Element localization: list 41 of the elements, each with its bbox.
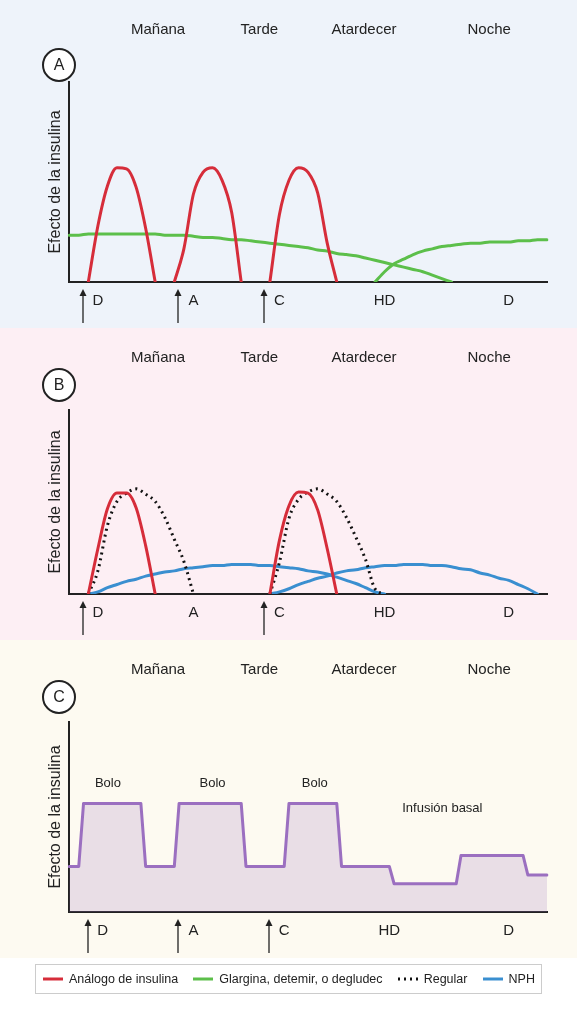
x-tick-label: D bbox=[503, 603, 515, 621]
text: Mañana bbox=[130, 660, 186, 678]
text: Atardecer bbox=[331, 20, 397, 38]
x-tick-label: D bbox=[97, 921, 109, 939]
x-tick-label: D bbox=[503, 291, 515, 309]
legend-label: Glargina, detemir, o degludec bbox=[219, 972, 383, 986]
text: Bolo bbox=[301, 775, 328, 791]
legend-label: Regular bbox=[423, 972, 468, 986]
x-tick-label: C bbox=[274, 603, 286, 621]
x-tick-label: D bbox=[92, 603, 104, 621]
y-axis-title: Efecto de la insulina bbox=[46, 110, 64, 254]
x-tick-label: D bbox=[92, 291, 104, 309]
text: Bolo bbox=[94, 775, 121, 791]
text: Tarde bbox=[240, 660, 279, 678]
text: Tarde bbox=[240, 348, 279, 366]
x-tick-label: C bbox=[274, 291, 286, 309]
text: Mañana bbox=[130, 348, 186, 366]
x-tick-label: A bbox=[188, 291, 199, 309]
text: Tarde bbox=[240, 20, 279, 38]
chart-title: C bbox=[42, 680, 76, 714]
x-tick-label: A bbox=[188, 603, 199, 621]
y-axis-title: Efecto de la insulina bbox=[46, 745, 64, 889]
text: Atardecer bbox=[331, 660, 397, 678]
x-tick-label: C bbox=[278, 921, 290, 939]
text: Bolo bbox=[199, 775, 226, 791]
text: Atardecer bbox=[331, 348, 397, 366]
chart-title: A bbox=[42, 48, 76, 82]
annotation: Infusión basal bbox=[402, 800, 483, 816]
text: Noche bbox=[467, 660, 511, 678]
x-tick-label: HD bbox=[373, 291, 396, 309]
x-tick-label: HD bbox=[373, 603, 396, 621]
x-tick-label: HD bbox=[378, 921, 401, 939]
text: Mañana bbox=[130, 20, 186, 38]
x-tick-label: D bbox=[503, 921, 515, 939]
chart-title: B bbox=[42, 368, 76, 402]
legend-label: Análogo de insulina bbox=[69, 972, 179, 986]
y-axis-title: Efecto de la insulina bbox=[46, 430, 64, 574]
text: Noche bbox=[467, 20, 511, 38]
legend-label: NPH bbox=[508, 972, 535, 986]
text: Noche bbox=[467, 348, 511, 366]
x-tick-label: A bbox=[188, 921, 199, 939]
